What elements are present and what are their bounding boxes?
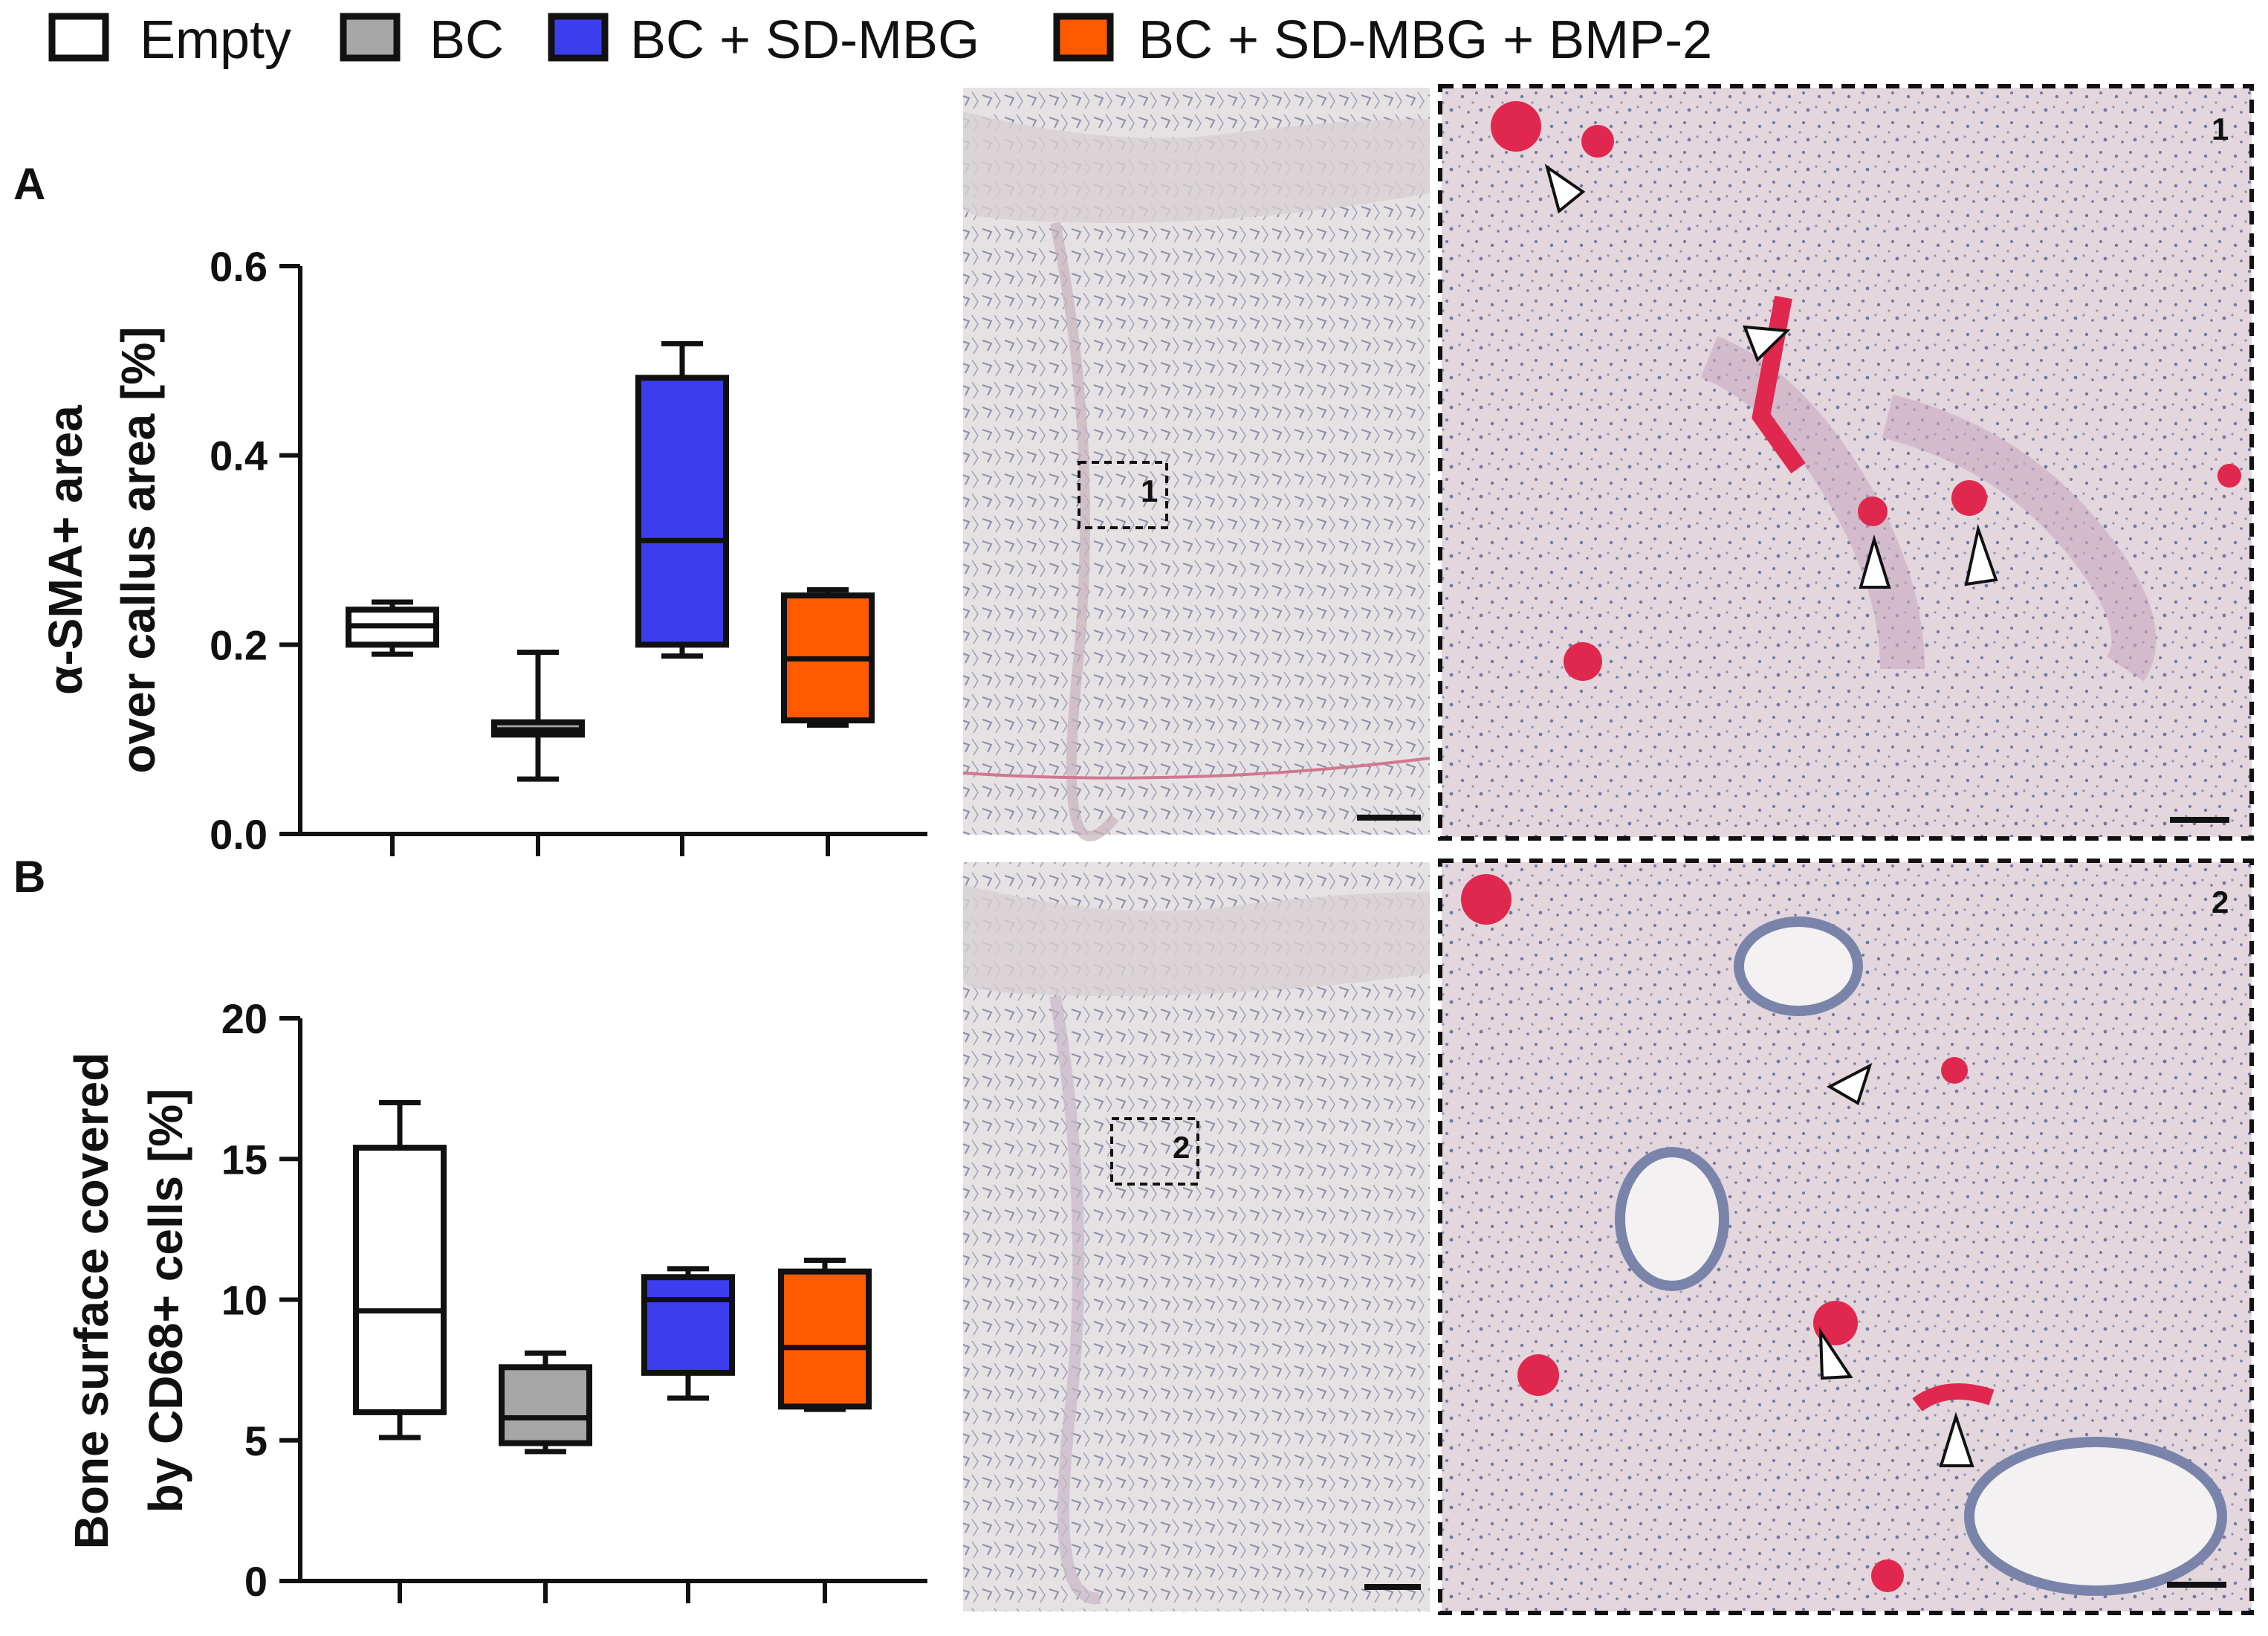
- histology-magnified-2: 2: [1438, 859, 2254, 1615]
- arrowhead-marker: [1859, 534, 1891, 589]
- chart-b-y-tick-label: 20: [221, 995, 268, 1042]
- chart-b-y-tick-label: 15: [221, 1136, 268, 1183]
- legend-swatch-bc-sdmbg-bmp2: [1053, 13, 1114, 62]
- chart-b-y-tick-label: 5: [244, 1417, 268, 1464]
- inset-1-marker: [1078, 461, 1168, 529]
- histology-overview-a: 1: [962, 88, 1431, 841]
- legend-label-bc-sdmbg-bmp2: BC + SD-MBG + BMP-2: [1138, 10, 1712, 70]
- panel-letter-b: B: [13, 852, 45, 902]
- legend-label-bc: BC: [430, 10, 504, 70]
- chart-b-bc-box: [499, 1364, 592, 1446]
- histology-magnified-1: 1: [1438, 84, 2254, 841]
- inset-1-marker-label: 1: [1141, 473, 1158, 508]
- chart-a-box-plot: α-SMA+ area over callus area [%] 0.0 0.2 0…: [39, 243, 927, 858]
- arrowhead-marker: [1939, 1412, 1974, 1467]
- inset-1-label: 1: [2212, 111, 2229, 146]
- chart-b-bc-sdmbg-bmp2-box: [778, 1268, 872, 1410]
- chart-b-y-title-line1: Bone surface covered: [65, 1053, 118, 1550]
- chart-a-y-tick-label: 0.6: [210, 243, 268, 290]
- panel-letter-a: A: [13, 159, 45, 209]
- chart-b-y-tick-label: 10: [221, 1277, 268, 1324]
- legend-label-empty: Empty: [140, 10, 291, 70]
- chart-a-y-tick-label: 0.0: [210, 811, 268, 858]
- chart-b-y-tick-label: 0: [244, 1558, 268, 1605]
- inset-2-marker-label: 2: [1173, 1130, 1190, 1165]
- chart-b-box-plot: Bone surface covered by CD68+ cells [%] …: [65, 995, 927, 1605]
- inset-2-marker: [1110, 1117, 1199, 1186]
- chart-a-y-title-line1: α-SMA+ area: [39, 405, 92, 695]
- legend-swatch-bc: [340, 13, 401, 62]
- arrowhead-marker: [1818, 1327, 1853, 1380]
- inset-2-frame: [1438, 859, 2254, 1615]
- legend-label-bc-sdmbg: BC + SD-MBG: [630, 10, 979, 70]
- legend-swatch-bc-sdmbg: [548, 13, 609, 62]
- chart-a-y-tick-label: 0.2: [210, 621, 268, 668]
- chart-b-bc-sdmbg-box: [641, 1274, 735, 1376]
- chart-a-y-tick-label: 0.4: [210, 433, 268, 479]
- arrowhead-marker: [1544, 164, 1586, 214]
- legend: Empty BC BC + SD-MBG BC + SD-MBG + BMP-2: [48, 10, 1712, 70]
- legend-swatch-empty: [48, 13, 109, 62]
- arrowhead-marker: [1826, 1062, 1873, 1105]
- arrowhead-marker: [1964, 523, 1998, 586]
- chart-b-empty-box: [353, 1145, 447, 1415]
- chart-a-y-title-line2: over callus area [%]: [111, 326, 165, 773]
- arrowhead-marker: [1742, 325, 1791, 363]
- chart-a-bc-sdmbg-box: [635, 375, 729, 648]
- inset-2-label: 2: [2212, 885, 2229, 919]
- chart-b-y-title-line2: by CD68+ cells [%]: [139, 1089, 192, 1513]
- histology-overview-b: 2: [963, 862, 1430, 1611]
- inset-1-frame: [1438, 84, 2254, 841]
